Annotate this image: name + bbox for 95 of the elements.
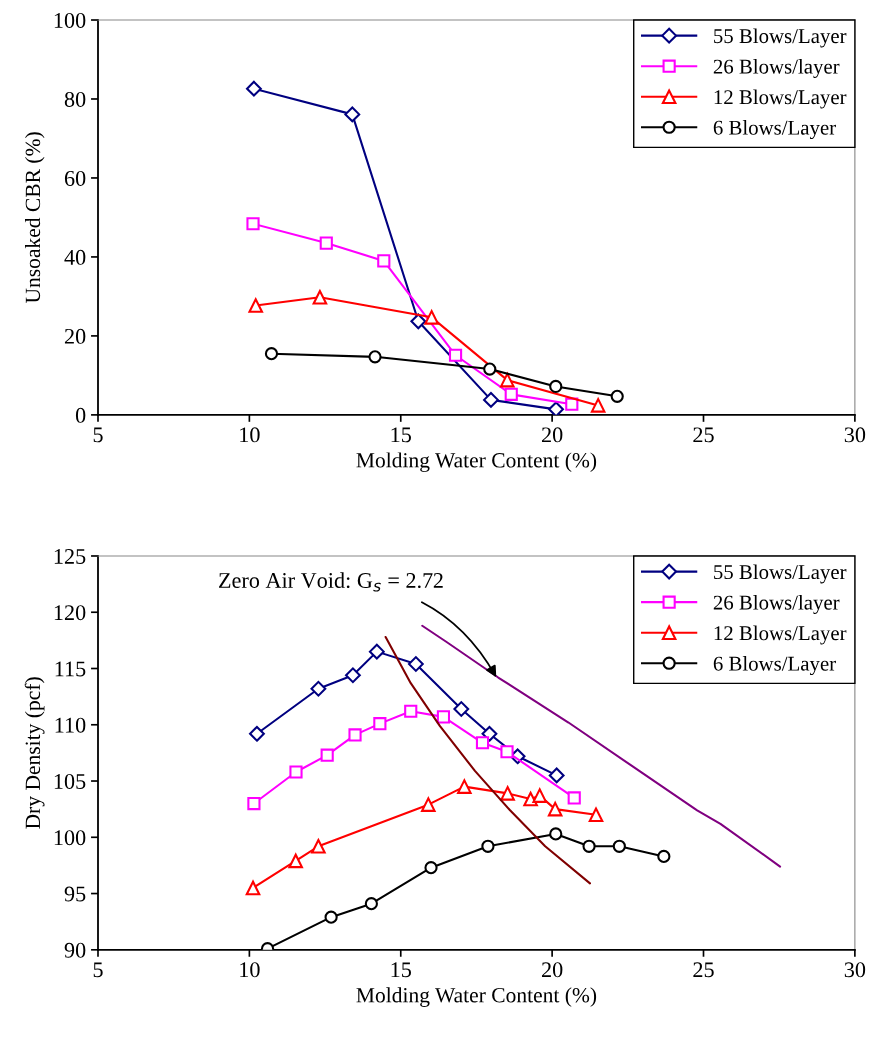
point — [549, 379, 563, 394]
y-tick-label: 20 — [64, 328, 86, 344]
legend-label: 55 Blows/Layer — [714, 564, 847, 584]
point — [288, 853, 303, 869]
point — [377, 254, 391, 268]
point — [565, 397, 579, 411]
point — [657, 849, 671, 864]
legend-label: 55 Blows/Layer — [714, 28, 847, 48]
y-tick-label: 115 — [55, 661, 86, 677]
y-tick-label: 80 — [64, 91, 86, 107]
line-series — [384, 635, 592, 885]
point — [582, 839, 596, 853]
point — [610, 389, 624, 403]
x-tick-label: 25 — [693, 427, 714, 443]
point — [289, 765, 303, 779]
x-tick-label: 5 — [93, 962, 103, 978]
legend-label: 12 Blows/Layer — [714, 625, 847, 645]
annotation: Zero Air Void: G$_{s}$ = 2.72 — [219, 572, 443, 592]
point — [249, 725, 265, 742]
x-tick-label: 30 — [844, 427, 866, 443]
y-tick-label: 95 — [64, 886, 86, 902]
point — [368, 643, 385, 660]
x-tick-label: 20 — [541, 962, 563, 978]
point — [373, 717, 387, 731]
point — [448, 348, 463, 362]
point — [404, 704, 418, 718]
x-tick-label: 15 — [391, 962, 411, 978]
point — [424, 861, 438, 875]
legend-label: 26 Blows/layer — [713, 594, 840, 614]
point — [500, 372, 515, 388]
y-tick-label: 40 — [64, 249, 86, 265]
point — [245, 880, 261, 896]
point — [345, 667, 361, 684]
point — [246, 217, 260, 231]
legend-label: 26 Blows/layer — [713, 59, 840, 78]
point — [567, 791, 581, 805]
point — [500, 745, 514, 759]
y-tick-label: 120 — [54, 605, 86, 621]
point — [481, 839, 495, 853]
point — [248, 298, 264, 313]
y-tick-label: 110 — [55, 717, 86, 733]
x-axis-title: Molding Water Content (%) — [356, 452, 597, 472]
y-axis-title: Unsoaked CBR (%) — [25, 132, 45, 304]
point — [590, 398, 606, 413]
x-tick-label: 25 — [693, 962, 714, 978]
y-tick-label: 125 — [54, 548, 86, 564]
point — [246, 80, 262, 97]
point — [312, 289, 328, 305]
point — [547, 801, 563, 817]
y-tick-label: 105 — [54, 773, 86, 789]
point — [264, 347, 279, 361]
point — [364, 897, 378, 911]
point — [407, 656, 424, 672]
point — [612, 839, 626, 853]
point — [324, 910, 338, 924]
point — [483, 391, 499, 408]
point — [548, 767, 565, 784]
point — [319, 236, 333, 250]
point — [548, 401, 564, 415]
x-tick-label: 20 — [541, 427, 563, 443]
point — [475, 736, 490, 750]
legend-label: 6 Blows/Layer — [713, 656, 836, 676]
x-tick-label: 15 — [391, 427, 411, 443]
point — [368, 350, 382, 364]
point — [311, 839, 326, 854]
legend-label: 12 Blows/Layer — [714, 89, 847, 109]
point — [348, 728, 362, 742]
point — [424, 310, 439, 325]
legend-label: 6 Blows/Layer — [713, 120, 836, 140]
point — [453, 701, 470, 717]
point — [436, 710, 451, 724]
y-tick-label: 0 — [75, 407, 86, 423]
point — [320, 748, 334, 762]
point — [504, 387, 518, 401]
x-tick-label: 10 — [240, 962, 260, 978]
point — [344, 106, 361, 123]
point — [532, 788, 547, 803]
y-axis-title: Dry Density (pcf) — [24, 677, 45, 829]
point — [483, 362, 497, 376]
point — [410, 313, 427, 330]
point — [500, 786, 515, 801]
y-tick-label: 60 — [64, 170, 86, 186]
x-axis-title: Molding Water Content (%) — [356, 987, 597, 1007]
y-tick-label: 100 — [54, 12, 86, 28]
x-tick-label: 30 — [844, 962, 866, 978]
point — [549, 827, 563, 841]
point — [310, 680, 327, 697]
y-tick-label: 90 — [64, 942, 86, 958]
y-tick-label: 100 — [54, 830, 86, 846]
point — [457, 779, 472, 794]
x-tick-label: 5 — [93, 427, 103, 443]
x-tick-label: 10 — [240, 427, 260, 443]
point — [421, 797, 436, 812]
point — [588, 807, 604, 823]
point — [247, 796, 261, 811]
